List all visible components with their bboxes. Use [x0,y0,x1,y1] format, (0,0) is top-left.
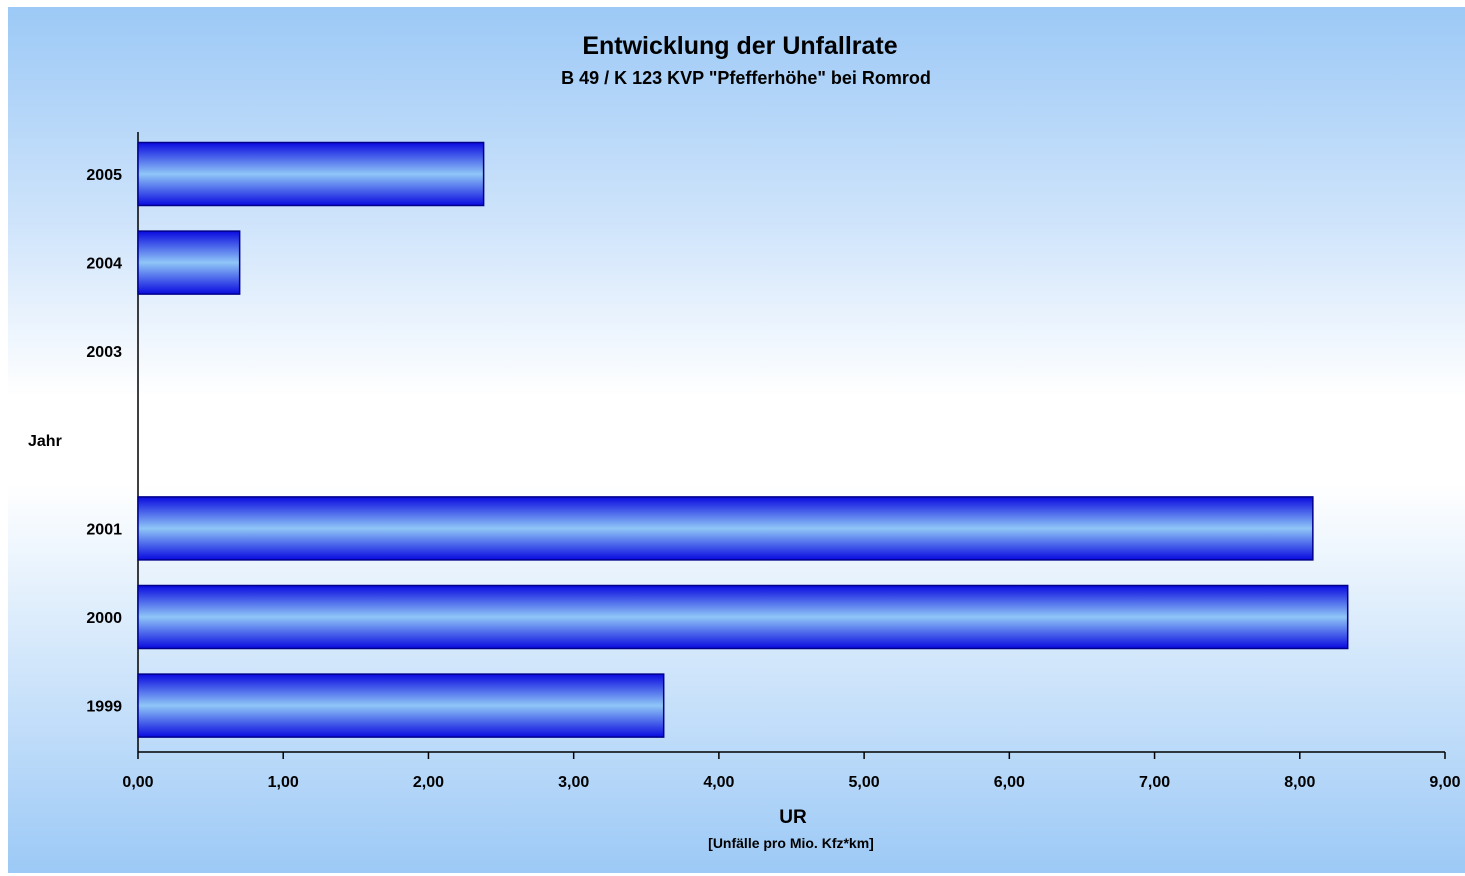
bar [137,584,1349,650]
x-tick-label: 0,00 [122,774,153,791]
y-tick-label: 1999 [86,699,122,716]
x-tick-label: 5,00 [849,774,880,791]
bar [137,141,485,207]
x-tick-label: 8,00 [1284,774,1315,791]
x-tick-label: 1,00 [268,774,299,791]
chart-subtitle: B 49 / K 123 KVP "Pfefferhöhe" bei Romro… [561,68,931,88]
y-tick-label: 2005 [86,167,122,184]
x-tick-label: 2,00 [413,774,444,791]
y-axis-title: Jahr [28,433,62,450]
x-tick-label: 4,00 [703,774,734,791]
chart-area: Entwicklung der Unfallrate B 49 / K 123 … [8,7,1465,873]
y-tick-label: 2000 [86,610,122,627]
plot-area: 0,00 1,00 2,00 3,00 4,00 5,00 6,00 7,00 8,00 9,00… [86,132,1461,791]
x-tick-label: 6,00 [994,774,1025,791]
bar [137,496,1314,561]
x-axis-subtitle: [Unfälle pro Mio. Kfz*km] [708,835,874,851]
y-tick-label: 2003 [86,344,122,361]
y-tick-label: 2001 [86,521,122,538]
bar-chart: Entwicklung der Unfallrate B 49 / K 123 … [28,32,1461,851]
x-tick-label: 9,00 [1429,774,1460,791]
bar [137,230,241,295]
x-axis-title: UR [779,807,807,828]
bar [137,673,665,738]
y-tick-label: 2004 [86,256,122,273]
chart-title: Entwicklung der Unfallrate [582,32,897,60]
x-tick-label: 3,00 [558,774,589,791]
x-tick-label: 7,00 [1139,774,1170,791]
